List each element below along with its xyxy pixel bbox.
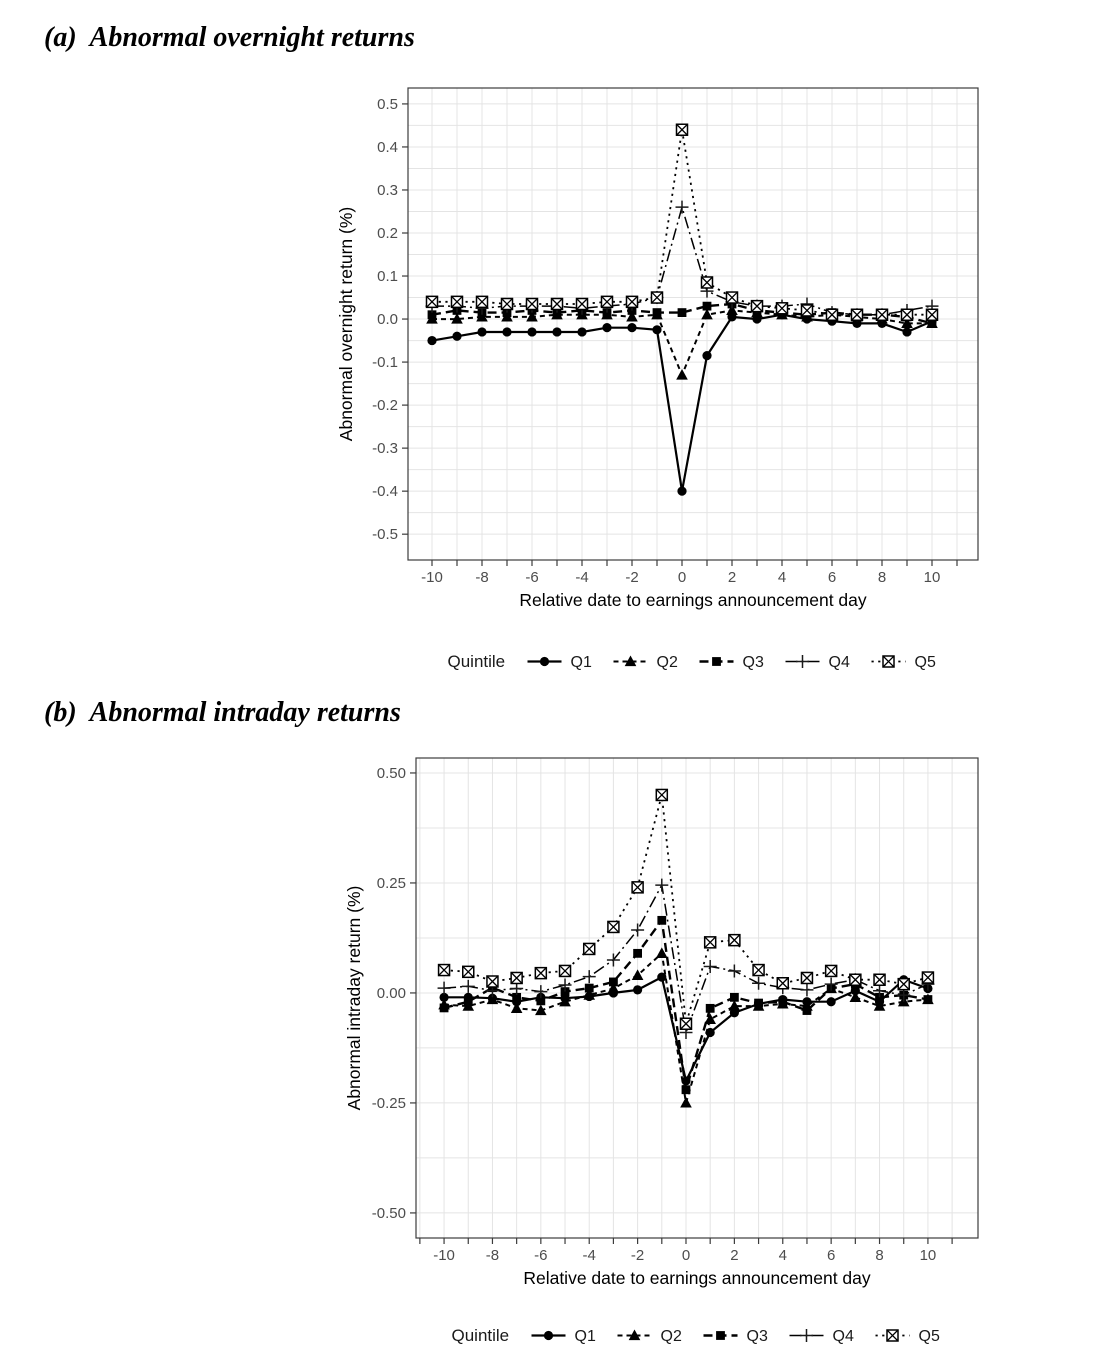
svg-text:4: 4 <box>778 569 786 586</box>
legend-label-Q1: Q1 <box>571 654 592 671</box>
svg-text:2: 2 <box>730 1247 738 1264</box>
svg-text:0.3: 0.3 <box>377 182 398 199</box>
legend-title: Quintile <box>448 652 506 671</box>
x-axis-title: Relative date to earnings announcement d… <box>519 590 867 610</box>
legend-title: Quintile <box>452 1326 510 1345</box>
svg-text:-8: -8 <box>486 1247 499 1264</box>
legend: Quintile Q1 Q2 Q3 Q4 Q5 <box>452 1326 940 1345</box>
panel-a-label: (a) <box>44 22 77 53</box>
svg-text:-4: -4 <box>575 569 588 586</box>
svg-text:-0.1: -0.1 <box>372 354 398 371</box>
legend-label-Q2: Q2 <box>657 654 678 671</box>
legend-key-Q5: Q5 <box>875 1328 940 1345</box>
svg-text:0.50: 0.50 <box>377 765 406 782</box>
legend-label-Q5: Q5 <box>919 1328 940 1345</box>
svg-text:-2: -2 <box>631 1247 644 1264</box>
legend-label-Q1: Q1 <box>575 1328 596 1345</box>
panel-border <box>415 757 979 1239</box>
plot-background <box>416 758 978 1238</box>
legend-key-Q2: Q2 <box>613 654 678 671</box>
legend-key-Q1: Q1 <box>531 1328 596 1345</box>
svg-text:-0.3: -0.3 <box>372 440 398 457</box>
tick-labels: -10 -8 -6 -4 -2 0 2 4 6 8 10 0.50 0.25 0.00 -0.25 -0.50 <box>372 765 936 1264</box>
svg-text:8: 8 <box>878 569 886 586</box>
svg-text:0.5: 0.5 <box>377 96 398 113</box>
svg-text:0.2: 0.2 <box>377 225 398 242</box>
legend-key-Q1: Q1 <box>527 654 592 671</box>
svg-text:-8: -8 <box>475 569 488 586</box>
legend: Quintile Q1 Q2 Q3 Q4 Q5 <box>448 652 936 671</box>
panel-b-title: (b) Abnormal intraday returns <box>44 697 401 729</box>
series-Q5 <box>437 788 935 1030</box>
panel-b-label: (b) <box>44 697 77 728</box>
axis-ticks <box>402 103 958 566</box>
svg-text:4: 4 <box>779 1247 787 1264</box>
y-axis-title: Abnormal overnight return (%) <box>336 207 356 441</box>
tick-labels: -10 -8 -6 -4 -2 0 2 4 6 8 10 0.5 0.4 0.3 0.2 0.1 0.0 -0.1… <box>372 96 940 586</box>
series-Q5-line <box>432 129 932 316</box>
svg-text:0.4: 0.4 <box>377 139 398 156</box>
panel-b-heading: Abnormal intraday returns <box>89 697 401 728</box>
svg-text:-4: -4 <box>583 1247 596 1264</box>
legend-key-Q3: Q3 <box>703 1328 768 1345</box>
legend-key-Q3: Q3 <box>699 654 764 671</box>
svg-text:0.25: 0.25 <box>377 875 406 892</box>
svg-text:-0.2: -0.2 <box>372 397 398 414</box>
panel-a-title: (a) Abnormal overnight returns <box>44 22 415 54</box>
svg-text:-10: -10 <box>433 1247 455 1264</box>
svg-text:0.00: 0.00 <box>377 985 406 1002</box>
svg-text:10: 10 <box>920 1247 937 1264</box>
axis-ticks <box>410 772 953 1244</box>
legend-label-Q3: Q3 <box>743 654 764 671</box>
chart-intraday-returns: -10 -8 -6 -4 -2 0 2 4 6 8 10 0.50 0.25 0.00 -0.25 -0.50… <box>344 757 979 1345</box>
legend-label-Q2: Q2 <box>661 1328 682 1345</box>
series-Q5 <box>425 123 939 321</box>
legend-key-Q2: Q2 <box>617 1328 682 1345</box>
x-axis-title: Relative date to earnings announcement d… <box>523 1268 871 1288</box>
y-axis-title: Abnormal intraday return (%) <box>344 886 364 1111</box>
legend-label-Q4: Q4 <box>829 654 850 671</box>
svg-text:0.0: 0.0 <box>377 311 398 328</box>
svg-text:0: 0 <box>682 1247 690 1264</box>
legend-label-Q3: Q3 <box>747 1328 768 1345</box>
series-Q4 <box>437 878 935 1040</box>
legend-key-Q4: Q4 <box>785 654 850 671</box>
svg-text:0.1: 0.1 <box>377 268 398 285</box>
chart-overnight-returns: -10 -8 -6 -4 -2 0 2 4 6 8 10 0.5 0.4 0.3 0.2 0.1 0.0 -0.1… <box>336 87 979 671</box>
plot-background <box>408 88 978 560</box>
legend-label-Q4: Q4 <box>833 1328 854 1345</box>
panel-border <box>407 87 979 561</box>
svg-text:0: 0 <box>678 569 686 586</box>
svg-text:2: 2 <box>728 569 736 586</box>
svg-text:-2: -2 <box>625 569 638 586</box>
svg-text:-6: -6 <box>525 569 538 586</box>
svg-text:-0.4: -0.4 <box>372 483 398 500</box>
legend-key-Q4: Q4 <box>789 1328 854 1345</box>
svg-text:-10: -10 <box>421 569 443 586</box>
svg-text:-6: -6 <box>534 1247 547 1264</box>
legend-label-Q5: Q5 <box>915 654 936 671</box>
panel-a-heading: Abnormal overnight returns <box>89 22 415 53</box>
svg-text:8: 8 <box>875 1247 883 1264</box>
svg-text:-0.25: -0.25 <box>372 1095 406 1112</box>
svg-text:6: 6 <box>828 569 836 586</box>
svg-text:10: 10 <box>924 569 941 586</box>
svg-text:-0.5: -0.5 <box>372 526 398 543</box>
svg-text:-0.50: -0.50 <box>372 1205 406 1222</box>
legend-key-Q5: Q5 <box>871 654 936 671</box>
svg-text:6: 6 <box>827 1247 835 1264</box>
